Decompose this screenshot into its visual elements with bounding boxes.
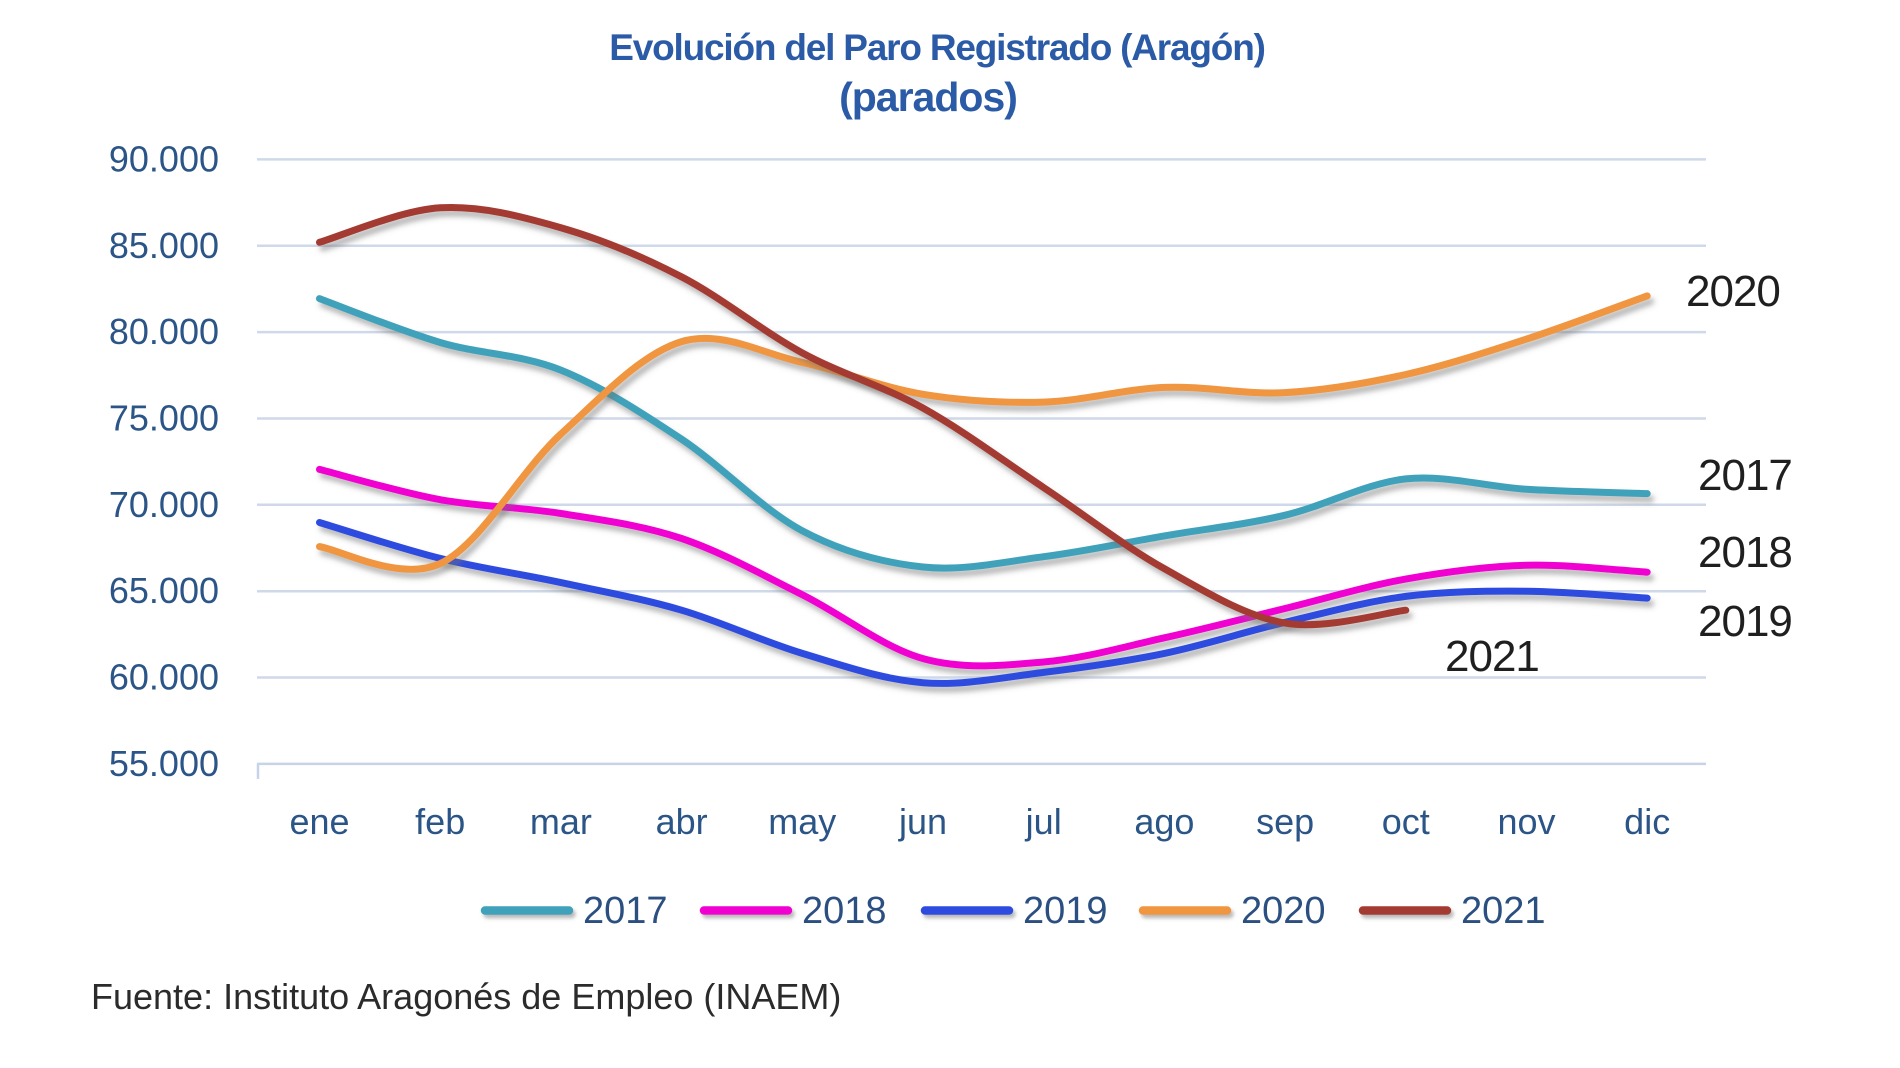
svg-text:nov: nov [1497,801,1555,842]
svg-text:dic: dic [1624,801,1670,842]
svg-text:2021: 2021 [1461,890,1546,932]
svg-text:may: may [768,801,836,842]
svg-text:ene: ene [289,801,349,842]
svg-text:abr: abr [656,801,708,842]
svg-text:2019: 2019 [1023,890,1108,932]
svg-text:jun: jun [898,801,947,842]
svg-text:60.000: 60.000 [109,657,219,698]
svg-text:sep: sep [1256,801,1314,842]
svg-text:2019: 2019 [1698,597,1792,646]
svg-text:65.000: 65.000 [109,570,219,611]
svg-text:75.000: 75.000 [109,398,219,439]
svg-text:feb: feb [415,801,465,842]
svg-text:70.000: 70.000 [109,484,219,525]
svg-text:2021: 2021 [1445,632,1539,681]
svg-text:ago: ago [1134,801,1194,842]
svg-text:2018: 2018 [1698,528,1792,577]
svg-text:(parados): (parados) [839,74,1017,120]
svg-text:80.000: 80.000 [109,311,219,352]
svg-text:55.000: 55.000 [109,743,219,784]
svg-text:90.000: 90.000 [109,138,219,179]
svg-text:2017: 2017 [1698,451,1792,500]
svg-text:2020: 2020 [1241,890,1326,932]
svg-text:85.000: 85.000 [109,225,219,266]
svg-text:2017: 2017 [583,890,668,932]
svg-text:Fuente: Instituto Aragonés de: Fuente: Instituto Aragonés de Empleo (IN… [91,976,841,1017]
svg-text:2018: 2018 [802,890,887,932]
svg-text:mar: mar [530,801,592,842]
svg-text:jul: jul [1025,801,1062,842]
svg-text:oct: oct [1382,801,1430,842]
svg-text:Evolución del Paro Registrado: Evolución del Paro Registrado (Aragón) [609,27,1264,68]
svg-text:2020: 2020 [1686,267,1780,316]
